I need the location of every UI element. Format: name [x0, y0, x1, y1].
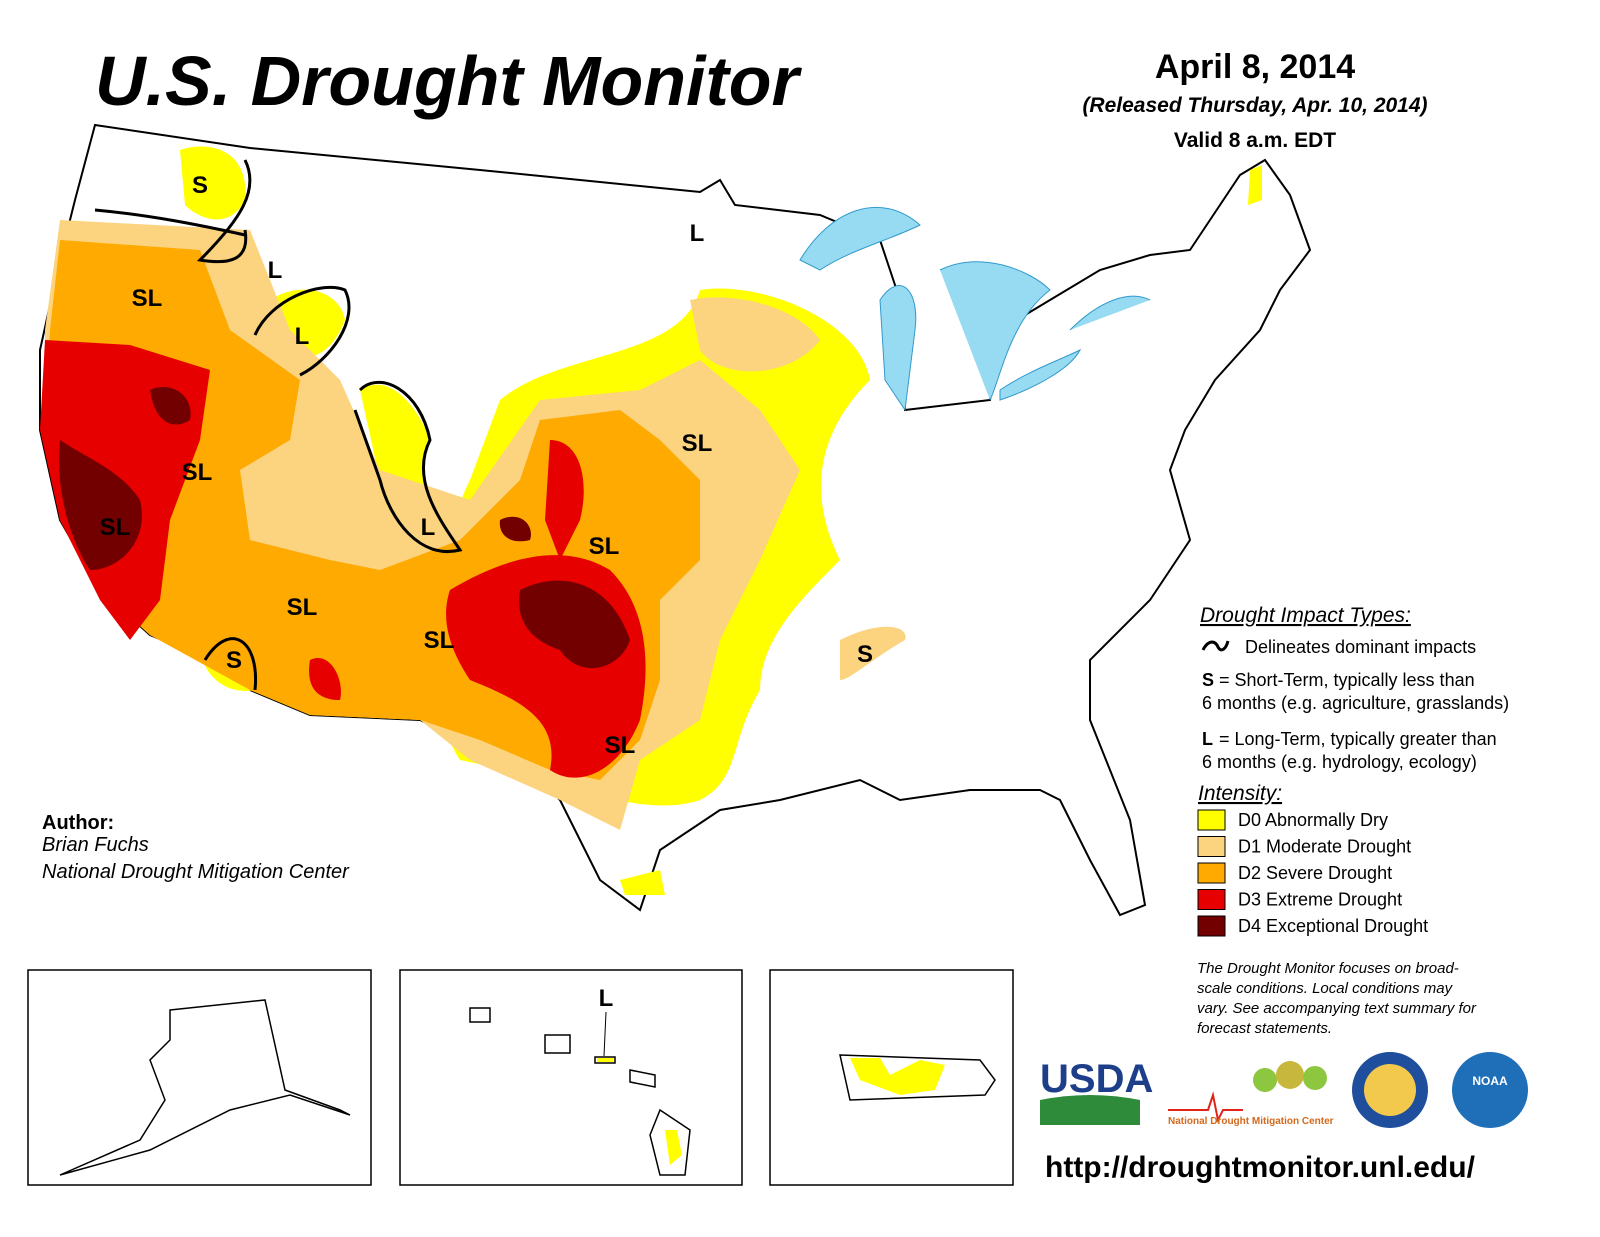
ndmc-logo: National Drought Mitigation Center: [1168, 1116, 1334, 1127]
impact-label: S: [192, 172, 208, 199]
usda-logo: USDA: [1040, 1057, 1153, 1101]
short-term-code: S: [1202, 670, 1214, 690]
impact-label: L: [295, 323, 310, 350]
leader: [603, 1011, 607, 1057]
map: [39, 123, 1312, 917]
note-line: forecast statements.: [1197, 1020, 1332, 1037]
long-term-code: L: [1202, 729, 1213, 749]
released: (Released Thursday, Apr. 10, 2014): [1082, 94, 1427, 117]
d0-area: [597, 1058, 945, 1165]
date: April 8, 2014: [1155, 48, 1355, 86]
alaska: [59, 999, 351, 1176]
note: The Drought Monitor focuses on broad-sca…: [1197, 960, 1477, 1037]
lake: [799, 207, 921, 271]
ndmc-line: [1168, 1091, 1243, 1124]
legend-swatch: [1197, 862, 1226, 884]
author-org: National Drought Mitigation Center: [42, 861, 350, 883]
boundary: [353, 380, 463, 553]
d3-area: [40, 340, 646, 778]
impact-boundaries: [94, 159, 463, 691]
legend-label: D0 Abnormally Dry: [1238, 810, 1388, 830]
legend-label: D2 Severe Drought: [1238, 863, 1392, 883]
impact-label: L: [599, 985, 614, 1012]
author-label: Author:: [42, 812, 114, 834]
impact-label: L: [690, 220, 705, 247]
hawaii: [469, 1007, 691, 1176]
long-term-text: = Long-Term, typically greater than: [1219, 729, 1497, 749]
boundary: [253, 285, 351, 377]
lake: [879, 285, 917, 412]
noaa-seal: [1452, 1052, 1528, 1128]
impact-label: L: [268, 257, 283, 284]
impact-label: SL: [132, 285, 163, 312]
impact-label: L: [421, 514, 436, 541]
legend-label: D1 Moderate Drought: [1238, 837, 1411, 857]
lake: [999, 348, 1082, 401]
impact-label: SL: [100, 514, 131, 541]
note-line: vary. See accompanying text summary for: [1197, 1000, 1477, 1017]
impact-label: SL: [589, 533, 620, 560]
impact-label: SL: [424, 627, 455, 654]
valid: Valid 8 a.m. EDT: [1174, 129, 1336, 152]
tree: [1253, 1068, 1277, 1092]
impact-label: SL: [605, 732, 636, 759]
impact-label: S: [857, 641, 873, 668]
legend-label: D4 Exceptional Drought: [1238, 916, 1428, 936]
url: http://droughtmonitor.unl.edu/: [1045, 1151, 1476, 1184]
title: U.S. Drought Monitor: [95, 42, 803, 120]
lake: [939, 261, 1051, 401]
delineates: Delineates dominant impacts: [1245, 637, 1476, 657]
d4-area: [59, 386, 630, 669]
legend-swatch: [1197, 836, 1226, 857]
boundary: [94, 159, 252, 264]
logos: USDA National Drought Mitigation Center …: [1040, 1052, 1528, 1128]
commerce-seal-inner: [1364, 1064, 1416, 1116]
usda-swoosh: [1040, 1095, 1140, 1125]
tree: [1276, 1061, 1304, 1089]
legend-swatch: [1197, 889, 1226, 910]
long-term-text: 6 months (e.g. hydrology, ecology): [1202, 752, 1477, 772]
short-term-text: 6 months (e.g. agriculture, grasslands): [1202, 693, 1509, 713]
hawaii-inset: [399, 969, 743, 1186]
legend-swatch: [1197, 915, 1226, 937]
impact-label: SL: [182, 459, 213, 486]
boundary: [203, 637, 258, 691]
impact-label: S: [226, 647, 242, 674]
intensity-legend: D0 Abnormally Dry D1 Moderate Drought D2 S…: [1197, 809, 1428, 937]
impact-label: SL: [682, 430, 713, 457]
tree: [1303, 1066, 1327, 1090]
impact-label: SL: [287, 594, 318, 621]
legend-swatch: [1197, 809, 1226, 831]
impact-title: Drought Impact Types:: [1200, 604, 1411, 627]
noaa-logo: NOAA: [1472, 1074, 1508, 1088]
short-term-text: = Short-Term, typically less than: [1219, 670, 1475, 690]
author-name: Brian Fuchs: [42, 834, 149, 856]
note-line: scale conditions. Local conditions may: [1197, 980, 1454, 997]
intensity-title: Intensity:: [1198, 782, 1282, 805]
lake: [1069, 295, 1151, 331]
lakes: [799, 207, 1151, 412]
delineate-symbol: [1201, 640, 1230, 652]
insets: [27, 969, 1014, 1186]
note-line: The Drought Monitor focuses on broad-: [1197, 960, 1459, 977]
legend-label: D3 Extreme Drought: [1238, 890, 1402, 910]
